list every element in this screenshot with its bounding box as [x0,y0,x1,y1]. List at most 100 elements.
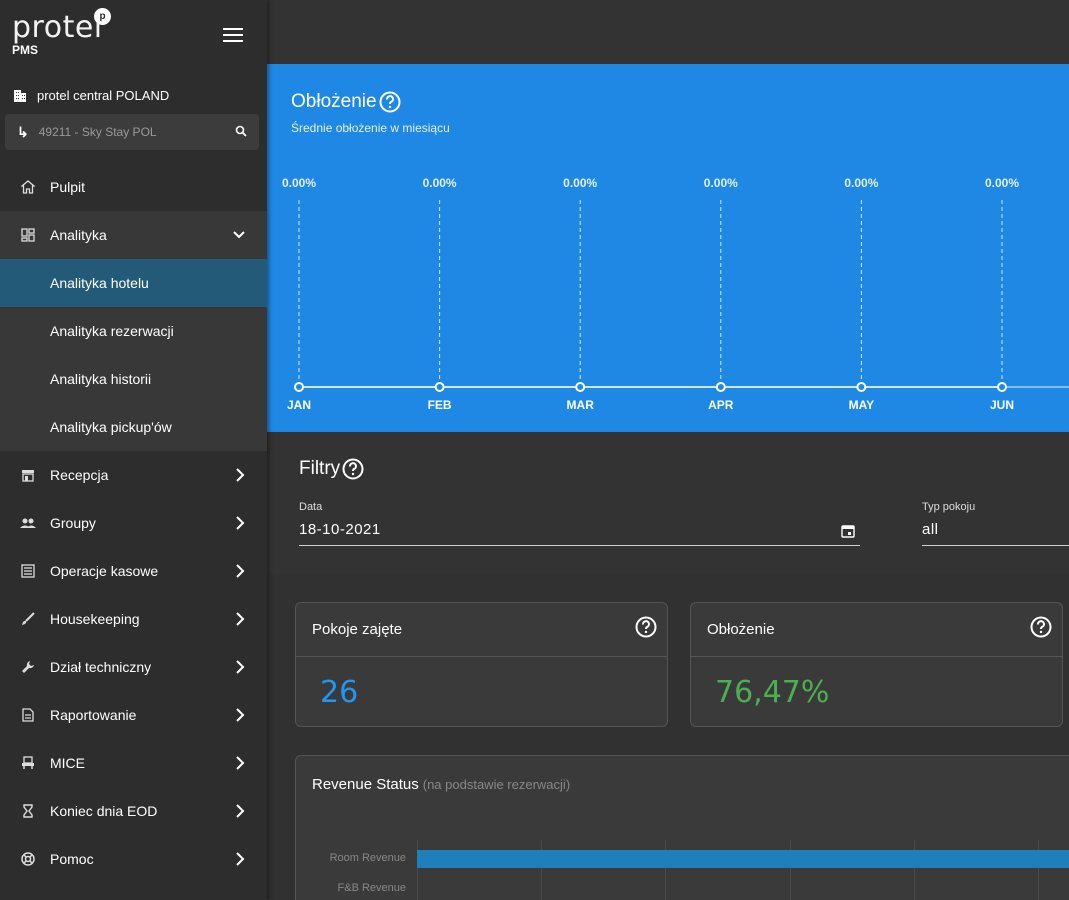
revenue-status-card: Revenue Status (na podstawie rezerwacji) … [295,755,1069,900]
revenue-title-text: Revenue Status [312,776,419,793]
room-revenue-bar[interactable] [417,850,1069,868]
sidebar-item-mice[interactable]: MICE [0,739,267,787]
kpi-header: Pokoje zajęte [296,603,667,657]
revenue-row-label: F&B Revenue [337,882,406,894]
sidebar-item-raportowanie[interactable]: Raportowanie [0,691,267,739]
subdirectory-arrow-icon: ↳ [17,123,29,140]
chevron-right-icon [236,468,245,482]
sidebar-item-analityka[interactable]: Analityka [0,211,267,259]
chart-data-point[interactable] [575,382,586,392]
chart-data-point[interactable] [434,382,445,392]
help-icon[interactable] [635,616,657,638]
room-type-select[interactable]: all [922,521,939,538]
sidebar-subitem-analityka-pickupow[interactable]: Analityka pickup'ów [50,419,172,435]
building-icon [14,89,26,102]
kpi-header: Obłożenie [691,603,1062,657]
sidebar-subitem-analityka-hotelu[interactable]: Analityka hotelu [0,259,267,307]
menu-toggle-icon[interactable] [223,28,243,42]
chevron-right-icon [236,804,245,818]
sidebar: protel p PMS protel central POLAND ↳ 492… [0,0,267,900]
room-type-label: Typ pokoju [922,501,976,513]
sidebar-subitem-analityka-rezerwacji[interactable]: Analityka rezerwacji [50,323,174,339]
sidebar-item-groupy[interactable]: Groupy [0,499,267,547]
sidebar-item-label: MICE [50,755,85,771]
sidebar-item-dzial-techniczny[interactable]: Dział techniczny [0,643,267,691]
home-icon [20,179,36,195]
logo-text: protel [12,10,103,45]
revenue-title: Revenue Status (na podstawie rezerwacji) [312,776,570,793]
sidebar-item-operacje-kasowe[interactable]: Operacje kasowe [0,547,267,595]
filters-panel: Filtry Data 18-10-2021 Typ pokoju all [267,432,1069,574]
hotel-select-value: 49211 - Sky Stay POL [38,125,157,139]
kpi-label: Pokoje zajęte [312,621,403,638]
analityka-submenu: Analityka hotelu Analityka rezerwacji An… [0,259,267,451]
help-icon[interactable] [342,458,364,480]
hotel-select[interactable]: ↳ 49211 - Sky Stay POL [5,114,259,150]
sidebar-item-label: Operacje kasowe [50,563,159,579]
kpi-value: 76,47% [715,675,830,710]
chart-data-point[interactable] [715,382,726,392]
chart-data-point[interactable] [856,382,867,392]
groups-icon [20,515,36,531]
revenue-grid-line [1038,840,1039,900]
chart-data-label: 0.00% [704,176,738,190]
revenue-subtitle: (na podstawie rezerwacji) [422,777,571,792]
wrench-icon [20,659,36,675]
sidebar-item-pomoc[interactable]: Pomoc [0,835,267,883]
chevron-down-icon [233,231,245,239]
occupancy-subtitle: Średnie obłożenie w miesiącu [291,121,450,135]
occupancy-chart-title: Obłożenie [291,91,401,113]
sidebar-item-pulpit[interactable]: Pulpit [0,163,267,211]
chart-x-tick-label: JUN [990,398,1014,412]
kpi-label: Obłożenie [707,621,775,638]
filters-title-text: Filtry [299,458,341,479]
date-field[interactable]: 18-10-2021 [299,521,381,538]
report-icon [20,707,36,723]
revenue-grid-line [914,840,915,900]
calendar-icon[interactable] [841,524,855,538]
revenue-grid-line [417,840,418,900]
sidebar-item-label: Recepcja [50,467,109,483]
chart-x-tick-label: APR [708,398,734,412]
app-logo: protel p PMS [12,8,111,57]
chart-data-label: 0.00% [985,176,1019,190]
kpi-value: 26 [320,675,359,710]
chart-x-tick-label: MAR [567,398,595,412]
revenue-grid-line [665,840,666,900]
date-field-label: Data [299,501,323,513]
chevron-right-icon [236,516,245,530]
logo-subtitle: PMS [12,43,39,57]
sidebar-nav: Pulpit Analityka Analityka hotelu Analit… [0,163,267,883]
help-ring-icon [20,851,36,867]
help-icon[interactable] [379,91,401,113]
seat-icon [20,755,36,771]
chart-data-label: 0.00% [423,176,457,190]
dashboard-icon [20,227,36,243]
chart-data-point[interactable] [294,382,304,392]
sidebar-item-recepcja[interactable]: Recepcja [0,451,267,499]
sidebar-item-koniec-dnia-eod[interactable]: Koniec dnia EOD [0,787,267,835]
brush-icon [20,611,36,627]
hourglass-icon [20,803,36,819]
chevron-right-icon [236,660,245,674]
revenue-grid-line [790,840,791,900]
sidebar-item-housekeeping[interactable]: Housekeeping [0,595,267,643]
sidebar-item-label: Koniec dnia EOD [50,803,158,819]
revenue-grid-line [541,840,542,900]
occupancy-chart-card: Obłożenie Średnie obłożenie w miesiącu 0… [267,64,1069,432]
chart-data-point[interactable] [997,382,1007,392]
help-icon[interactable] [1030,616,1052,638]
sidebar-item-label: Pulpit [50,179,86,195]
reception-icon [20,467,36,483]
sidebar-subitem-analityka-historii[interactable]: Analityka historii [50,371,152,387]
chevron-right-icon [236,564,245,578]
cash-icon [20,563,36,579]
chart-x-tick-label: FEB [428,398,452,412]
chevron-right-icon [236,756,245,770]
occupancy-title-text: Obłożenie [291,91,377,112]
search-icon[interactable] [235,125,247,137]
date-field-underline [299,545,860,546]
logo-badge: p [94,8,111,25]
chevron-right-icon [236,612,245,626]
sidebar-item-label: Analityka [50,227,107,243]
